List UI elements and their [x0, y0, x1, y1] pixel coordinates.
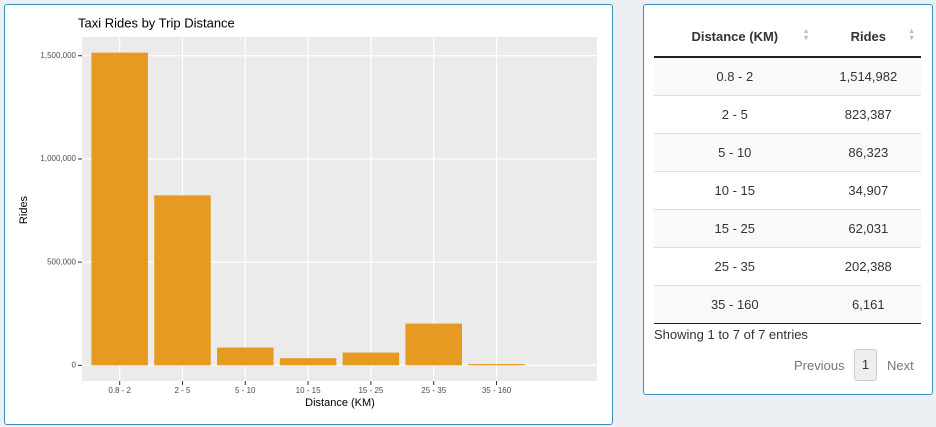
x-tick-label: 10 - 15	[296, 386, 321, 395]
table-cell: 6,161	[815, 285, 921, 324]
sort-icon: ▲ ▼	[908, 28, 915, 42]
header-text: Rides	[850, 29, 886, 44]
bar	[405, 323, 462, 366]
table-cell: 1,514,982	[815, 56, 921, 96]
bar	[91, 52, 148, 366]
bar	[279, 358, 337, 366]
data-table: Distance (KM) ▲ ▼ Rides ▲ ▼ 0.8 - 2 1,514,982…	[654, 17, 921, 324]
table-row: 0.8 - 2 1,514,982	[654, 56, 921, 96]
chart-title: Taxi Rides by Trip Distance	[78, 15, 235, 30]
column-header[interactable]: Rides ▲ ▼	[815, 17, 921, 58]
x-tick-label: 35 - 160	[482, 386, 512, 395]
y-tick-label: 0	[72, 360, 77, 369]
table-row: 25 - 35 202,388	[654, 247, 921, 286]
y-tick-label: 1,000,000	[40, 154, 76, 163]
bar	[154, 195, 211, 366]
table-row: 10 - 15 34,907	[654, 171, 921, 210]
previous-button[interactable]: Previous	[794, 358, 845, 373]
table-cell: 62,031	[815, 209, 921, 248]
x-tick-label: 5 - 10	[235, 386, 256, 395]
table-cell: 10 - 15	[654, 171, 816, 210]
column-header[interactable]: Distance (KM) ▲ ▼	[654, 17, 816, 58]
table-cell: 5 - 10	[654, 133, 816, 172]
table-cell: 86,323	[815, 133, 921, 172]
table-cell: 823,387	[815, 95, 921, 134]
bar	[468, 364, 525, 366]
table-row: 5 - 10 86,323	[654, 133, 921, 172]
x-tick-label: 15 - 25	[358, 386, 383, 395]
table-cell: 15 - 25	[654, 209, 816, 248]
next-button[interactable]: Next	[887, 358, 914, 373]
x-tick-label: 0.8 - 2	[108, 386, 131, 395]
bar	[217, 347, 274, 366]
header-text: Distance (KM)	[691, 29, 779, 44]
table-info: Showing 1 to 7 of 7 entries	[654, 327, 808, 342]
table-cell: 34,907	[815, 171, 921, 210]
bar	[342, 352, 400, 366]
table-cell: 0.8 - 2	[654, 56, 816, 96]
sort-icon: ▲ ▼	[802, 28, 810, 42]
page-button[interactable]: 1	[854, 349, 877, 381]
x-tick-label: 25 - 35	[421, 386, 446, 395]
x-axis-title: Distance (KM)	[305, 397, 375, 409]
y-tick-label: 1,500,000	[40, 51, 76, 60]
table-cell: 202,388	[815, 247, 921, 286]
table-panel: Distance (KM) ▲ ▼ Rides ▲ ▼ 0.8 - 2 1,514,982…	[643, 4, 933, 395]
table-row: 15 - 25 62,031	[654, 209, 921, 248]
x-tick-label: 2 - 5	[174, 386, 191, 395]
table-row: 2 - 5 823,387	[654, 95, 921, 134]
table-cell: 25 - 35	[654, 247, 816, 286]
table-row: 35 - 160 6,161	[654, 285, 921, 324]
y-axis-title: Rides	[18, 195, 30, 224]
y-tick-label: 500,000	[47, 257, 76, 266]
chart: Taxi Rides by Trip Distance Distance (KM…	[18, 15, 597, 409]
table-cell: 2 - 5	[654, 95, 816, 134]
table-cell: 35 - 160	[654, 285, 816, 324]
